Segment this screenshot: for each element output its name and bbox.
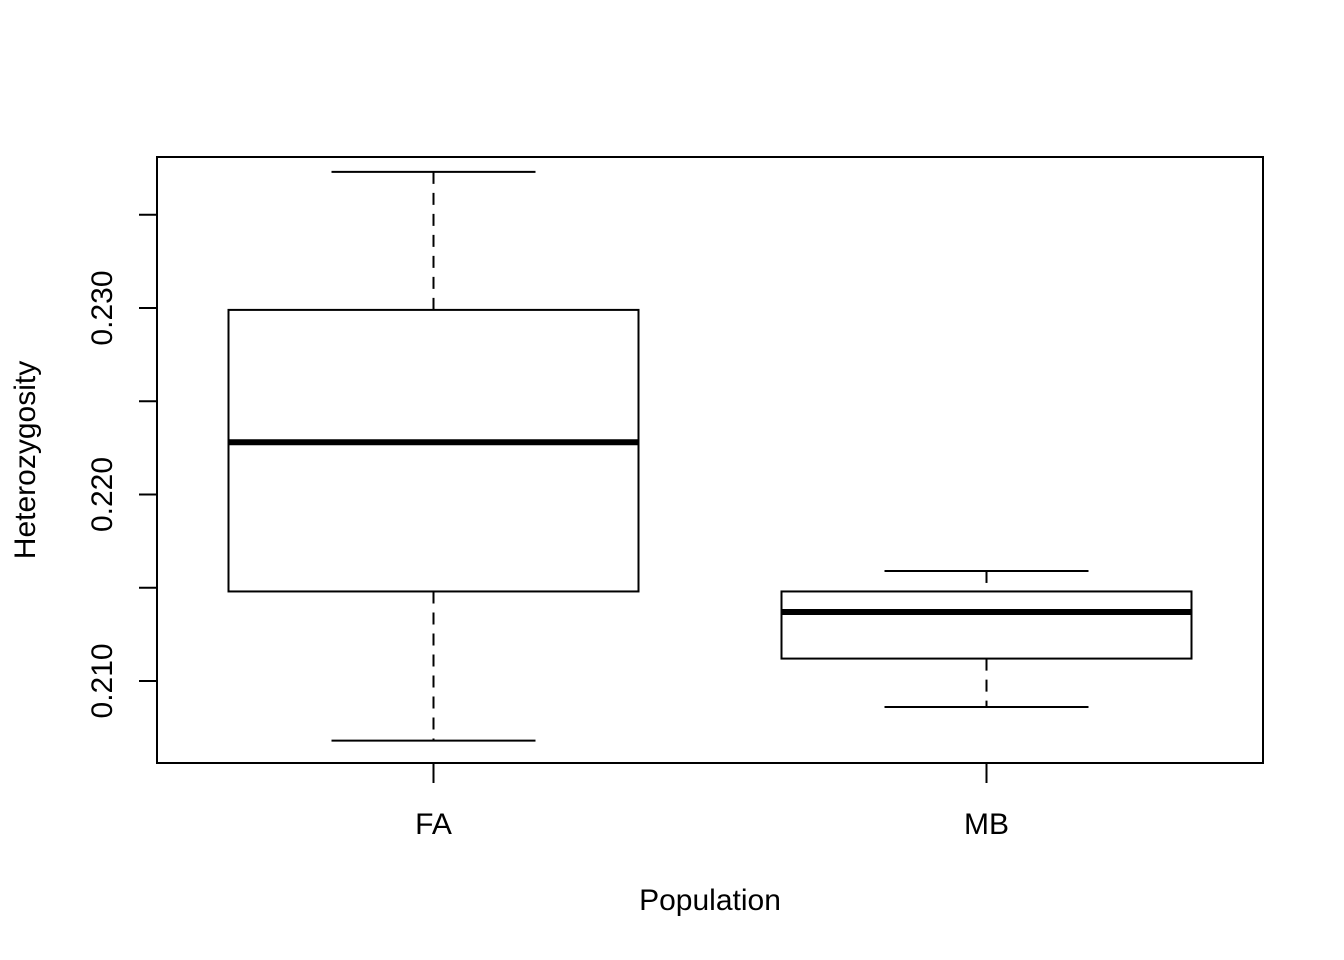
y-tick-label: 0.210 (86, 643, 119, 718)
iqr-box (227, 308, 640, 593)
y-tick-label: 0.220 (86, 457, 119, 532)
x-tick-label: MB (964, 808, 1009, 841)
x-tick-label: FA (415, 808, 452, 841)
y-axis-title: Heterozygosity (9, 361, 42, 559)
box-mb (780, 569, 1193, 709)
y-axis: 0.210 0.220 0.230 (86, 213, 157, 718)
box-fa (227, 170, 640, 742)
x-axis-title: Population (639, 884, 781, 917)
plot-frame (156, 156, 1264, 764)
boxes (227, 170, 1193, 742)
x-axis: FA MB (415, 763, 1009, 841)
iqr-box (780, 590, 1193, 660)
y-tick-label: 0.230 (86, 270, 119, 345)
